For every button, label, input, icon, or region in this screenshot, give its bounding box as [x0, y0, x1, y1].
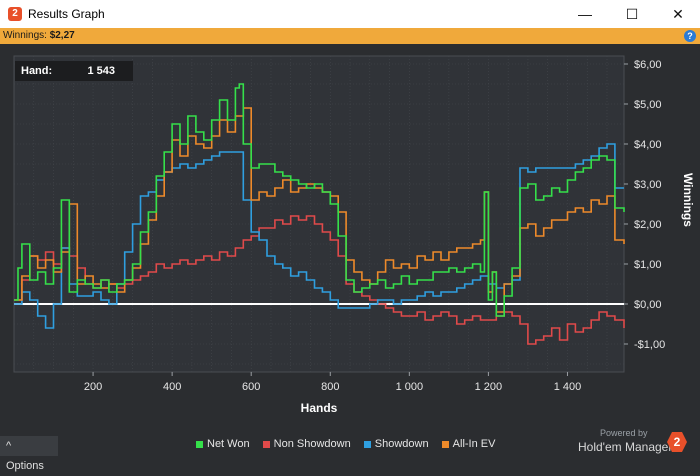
winnings-value: $2,27 — [49, 30, 75, 41]
close-button[interactable]: ✕ — [672, 6, 684, 22]
x-tick-label: 200 — [84, 381, 102, 393]
x-tick-label: 1 000 — [396, 381, 424, 393]
y-tick-label: $0,00 — [634, 299, 662, 311]
hand-value: 1 543 — [87, 65, 115, 77]
winnings-summary: Winnings: $2,27 — [3, 30, 75, 41]
window-title: Results Graph — [28, 7, 105, 21]
results-chart-svg[interactable]: 200 400 600 800 1 000 1 200 1 400 $6,00 $5,00 $4,… — [0, 44, 700, 456]
brand-logo-icon: 2 — [667, 432, 687, 452]
y-tick-label: $2,00 — [634, 219, 662, 231]
minimize-button[interactable]: — — [578, 6, 592, 22]
legend-item-non-showdown[interactable]: Non Showdown — [262, 438, 351, 450]
plot-background — [13, 55, 625, 373]
y-tick-label: -$1,00 — [634, 339, 665, 351]
options-label: Options — [6, 460, 44, 472]
y-tick-label: $1,00 — [634, 259, 662, 271]
y-axis-label: Winnings — [681, 173, 695, 227]
chart-legend: Net Won Non Showdown Showdown All-In EV — [196, 438, 505, 452]
powered-by-text: Powered by — [600, 428, 648, 438]
y-tick-label: $4,00 — [634, 139, 662, 151]
x-tick-label: 800 — [321, 381, 339, 393]
legend-swatch — [363, 440, 371, 448]
winnings-bar: Winnings: $2,27 ? — [0, 28, 700, 44]
legend-item-all-in-ev[interactable]: All-In EV — [441, 438, 496, 450]
legend-swatch — [262, 440, 270, 448]
legend-item-net-won[interactable]: Net Won — [196, 438, 250, 450]
legend-label: Net Won — [207, 438, 250, 450]
title-bar: 2 Results Graph — ☐ ✕ — [0, 0, 700, 28]
legend-swatch — [441, 440, 449, 448]
legend-swatch — [196, 440, 203, 448]
legend-label: All-In EV — [452, 438, 496, 450]
app-logo-icon: 2 — [8, 7, 22, 21]
chevron-up-icon: ^ — [6, 440, 12, 452]
legend-label: Showdown — [374, 438, 429, 450]
maximize-button[interactable]: ☐ — [625, 6, 639, 22]
x-axis-label: Hands — [301, 401, 338, 415]
x-tick-label: 400 — [163, 381, 181, 393]
options-button[interactable]: ^ Options — [0, 436, 58, 472]
hand-label: Hand: — [21, 65, 53, 77]
x-tick-label: 1 200 — [475, 381, 503, 393]
x-tick-label: 1 400 — [554, 381, 582, 393]
help-icon[interactable]: ? — [684, 30, 696, 42]
x-tick-label: 600 — [242, 381, 260, 393]
net-won-line[interactable] — [14, 83, 625, 317]
results-chart[interactable]: 200 400 600 800 1 000 1 200 1 400 $6,00 $5,00 $4,… — [0, 44, 700, 456]
y-tick-label: $6,00 — [634, 59, 662, 71]
winnings-label: Winnings: — [3, 30, 47, 41]
y-tick-label: $3,00 — [634, 179, 662, 191]
brand-name: Hold'em Manager — [578, 440, 673, 454]
y-tick-label: $5,00 — [634, 99, 662, 111]
legend-label: Non Showdown — [273, 438, 351, 450]
hand-tooltip: Hand: 1 543 — [15, 61, 133, 81]
legend-item-showdown[interactable]: Showdown — [363, 438, 429, 450]
